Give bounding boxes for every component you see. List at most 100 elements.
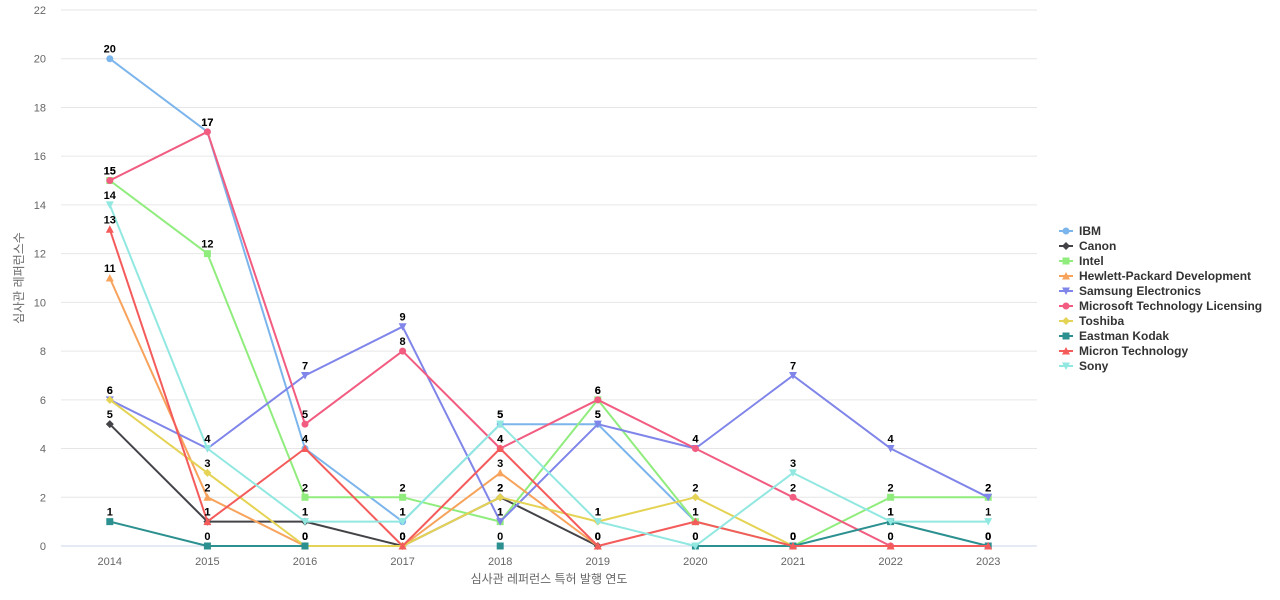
data-label-intel: 1: [692, 507, 698, 519]
data-point-micron-technology: [984, 542, 993, 550]
y-tick-label: 0: [40, 541, 46, 553]
legend-item-microsoft-technology-licensing[interactable]: Microsoft Technology Licensing: [1059, 299, 1262, 313]
data-label-sony: 1: [985, 507, 991, 519]
data-label-microsoft-technology-licensing: 0: [888, 531, 894, 543]
legend-marker: [1062, 302, 1070, 310]
series-ibm: [106, 55, 895, 526]
data-label-microsoft-technology-licensing: 4: [692, 434, 699, 446]
data-point-micron-technology: [691, 517, 700, 526]
legend-item-eastman-kodak[interactable]: Eastman Kodak: [1059, 329, 1169, 343]
legend-item-micron-technology[interactable]: Micron Technology: [1059, 344, 1188, 358]
y-tick-label: 8: [40, 346, 46, 358]
data-point-micron-technology: [398, 542, 407, 550]
legend-item-ibm[interactable]: IBM: [1059, 224, 1101, 238]
data-label-sony: 1: [400, 507, 406, 519]
data-point-samsung-electronics: [496, 518, 505, 526]
data-point-sony: [593, 518, 602, 526]
gridlines: [61, 9, 1037, 498]
data-label-samsung-electronics: 5: [595, 409, 601, 421]
data-point-hewlett-packard-development: [105, 274, 114, 282]
legend-label: IBM: [1079, 224, 1101, 238]
legend-marker: [1062, 317, 1070, 325]
data-point-samsung-electronics: [301, 371, 309, 380]
data-point-microsoft-technology-licensing: [106, 177, 114, 185]
data-label-toshiba: 2: [497, 482, 503, 494]
legend-item-sony[interactable]: Sony: [1059, 359, 1109, 373]
x-tick-label: 2015: [195, 556, 219, 568]
data-point-microsoft-technology-licensing: [594, 396, 602, 404]
data-label-micron-technology: 0: [595, 531, 601, 543]
series-eastman-kodak: [106, 518, 992, 550]
legend-label: Sony: [1079, 359, 1109, 373]
data-point-toshiba: [691, 493, 700, 502]
data-label-hewlett-packard-development: 0: [595, 531, 601, 543]
data-label-hewlett-packard-development: 3: [497, 458, 503, 470]
data-label-intel: 12: [201, 239, 213, 251]
data-label-microsoft-technology-licensing: 5: [302, 409, 308, 421]
y-tick-label: 10: [34, 297, 46, 309]
data-label-sony: 14: [104, 190, 117, 202]
data-label-sony: 3: [790, 458, 796, 470]
data-label-micron-technology: 1: [204, 507, 210, 519]
data-label-micron-technology: 4: [497, 434, 504, 446]
data-point-hewlett-packard-development: [203, 493, 212, 501]
x-tick-label: 2021: [781, 556, 805, 568]
data-label-hewlett-packard-development: 2: [204, 482, 210, 494]
legend-item-samsung-electronics[interactable]: Samsung Electronics: [1059, 284, 1201, 298]
data-label-eastman-kodak: 1: [107, 507, 113, 519]
legend-item-hewlett-packard-development[interactable]: Hewlett-Packard Development: [1059, 269, 1251, 283]
data-label-ibm: 20: [104, 44, 116, 56]
data-label-micron-technology: 0: [985, 531, 991, 543]
y-tick-label: 4: [40, 444, 46, 456]
data-label-sony: 1: [595, 507, 601, 519]
data-point-intel: [399, 493, 407, 501]
legend-item-toshiba[interactable]: Toshiba: [1059, 314, 1124, 328]
data-point-sony: [984, 518, 993, 526]
x-tick-label: 2016: [293, 556, 317, 568]
legend-marker: [1062, 287, 1070, 295]
data-point-samsung-electronics: [398, 323, 407, 331]
data-point-intel: [887, 493, 895, 501]
data-label-ibm: 17: [201, 117, 213, 129]
data-label-eastman-kodak: 1: [888, 507, 894, 519]
data-label-ibm: 5: [595, 409, 601, 421]
data-point-eastman-kodak: [496, 542, 504, 550]
legend-marker: [1062, 257, 1070, 265]
legend-label: Micron Technology: [1079, 344, 1188, 358]
y-tick-label: 12: [34, 249, 46, 261]
data-label-hewlett-packard-development: 0: [400, 531, 406, 543]
data-label-micron-technology: 0: [790, 531, 796, 543]
data-label-eastman-kodak: 0: [790, 531, 796, 543]
series-line-ibm: [110, 59, 891, 522]
legend-label: Samsung Electronics: [1079, 284, 1201, 298]
legend-item-canon[interactable]: Canon: [1059, 239, 1116, 253]
data-point-micron-technology: [203, 517, 212, 526]
data-label-eastman-kodak: 0: [302, 531, 308, 543]
data-label-canon: 0: [595, 531, 601, 543]
data-label-micron-technology: 0: [400, 531, 406, 543]
data-label-eastman-kodak: 0: [497, 531, 503, 543]
data-label-canon: 1: [204, 507, 210, 519]
data-point-canon: [105, 420, 114, 429]
data-label-microsoft-technology-licensing: 4: [497, 434, 504, 446]
legend-item-intel[interactable]: Intel: [1059, 254, 1104, 268]
data-label-sony: 0: [692, 531, 698, 543]
data-point-toshiba: [203, 468, 212, 477]
data-point-intel: [203, 250, 211, 258]
data-point-sony: [496, 420, 505, 429]
y-tick-label: 14: [34, 200, 46, 212]
x-tick-label: 2020: [683, 556, 707, 568]
y-tick-label: 16: [34, 151, 46, 163]
legend-marker: [1062, 347, 1070, 355]
data-point-ibm: [106, 55, 114, 63]
data-label-eastman-kodak: 0: [985, 531, 991, 543]
data-label-toshiba: 6: [107, 385, 113, 397]
data-label-intel: 1: [497, 507, 503, 519]
y-tick-label: 2: [40, 492, 46, 504]
x-axis-title: 심사관 레퍼런스 특허 발행 연도: [471, 571, 628, 586]
y-tick-label: 22: [34, 5, 46, 17]
data-point-microsoft-technology-licensing: [789, 493, 797, 501]
legend-label: Canon: [1079, 239, 1116, 253]
